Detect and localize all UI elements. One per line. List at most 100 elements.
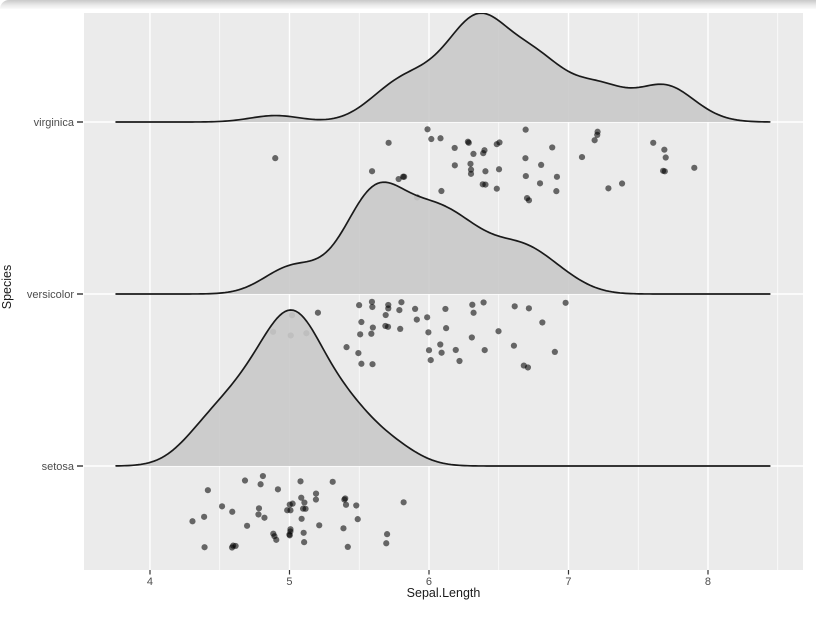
data-point	[442, 305, 449, 313]
data-point	[470, 309, 477, 316]
density-fill-virginica	[116, 13, 770, 123]
data-point	[424, 314, 431, 321]
data-point	[522, 172, 529, 180]
data-point	[312, 496, 320, 503]
data-point	[316, 522, 323, 529]
data-point	[412, 305, 419, 312]
data-point	[438, 349, 445, 356]
x-tick-label-7: 7	[565, 576, 571, 588]
data-point	[301, 499, 308, 506]
data-point	[312, 490, 320, 497]
data-point	[398, 299, 405, 306]
data-point	[425, 347, 433, 354]
data-point	[297, 478, 304, 485]
data-point	[525, 305, 533, 312]
data-point	[400, 499, 407, 506]
data-point	[368, 330, 375, 337]
data-point	[553, 173, 561, 180]
data-point	[273, 536, 280, 543]
y-tick-label-virginica: virginica	[34, 117, 75, 129]
data-point	[342, 495, 349, 502]
data-point	[437, 135, 444, 142]
data-point	[383, 531, 391, 538]
data-point	[300, 529, 307, 536]
data-point	[427, 357, 434, 364]
data-point	[201, 544, 208, 551]
data-point	[456, 357, 463, 365]
data-point	[691, 164, 698, 171]
data-point	[397, 325, 404, 332]
data-point	[201, 513, 208, 520]
x-tick-label-8: 8	[705, 576, 711, 588]
data-point	[553, 188, 560, 195]
data-point	[493, 185, 500, 192]
data-point	[298, 494, 305, 501]
y-tick-label-setosa: setosa	[42, 461, 75, 473]
data-point	[369, 324, 376, 331]
data-point	[189, 518, 196, 525]
data-point	[562, 299, 569, 306]
data-point	[301, 539, 308, 546]
data-point	[357, 331, 364, 338]
data-point	[482, 168, 489, 175]
x-tick-label-5: 5	[286, 576, 292, 588]
data-point	[661, 168, 668, 175]
data-point	[270, 530, 277, 537]
data-point	[464, 138, 472, 145]
data-point	[480, 299, 487, 306]
window-top-strip	[0, 0, 816, 9]
data-point	[413, 316, 420, 323]
data-point	[298, 515, 305, 522]
data-point	[482, 181, 489, 188]
data-point	[438, 187, 445, 195]
data-point	[536, 180, 544, 187]
data-point	[480, 150, 487, 157]
data-point	[520, 362, 527, 369]
data-point	[662, 154, 669, 161]
data-point	[468, 334, 475, 341]
data-point	[382, 311, 389, 319]
data-point	[539, 319, 546, 326]
points-virginica	[272, 126, 698, 204]
data-point	[510, 342, 518, 349]
data-point	[401, 173, 408, 180]
data-point	[650, 139, 657, 146]
data-point	[354, 516, 361, 523]
data-point	[538, 161, 545, 168]
data-point	[355, 350, 362, 357]
data-point	[618, 180, 626, 187]
data-point	[255, 505, 263, 512]
data-point	[470, 150, 477, 157]
data-point	[382, 322, 389, 330]
data-point	[452, 346, 459, 354]
data-point	[243, 522, 251, 529]
data-point	[385, 301, 392, 309]
data-point	[594, 128, 601, 135]
data-point	[358, 360, 365, 367]
data-point	[299, 505, 307, 512]
density-line-versicolor	[115, 181, 771, 295]
data-point	[343, 344, 350, 351]
data-point	[340, 525, 347, 532]
x-tick-label-4: 4	[147, 576, 153, 588]
data-point	[218, 503, 226, 510]
data-point	[495, 328, 502, 335]
data-point	[425, 329, 432, 336]
ridges-layer	[115, 13, 771, 551]
data-point	[356, 302, 363, 309]
data-point	[451, 144, 458, 152]
data-point	[289, 500, 296, 507]
data-point	[467, 160, 474, 167]
data-point	[344, 543, 351, 550]
data-point	[369, 303, 376, 311]
data-point	[229, 508, 236, 515]
data-point	[353, 502, 360, 509]
data-point	[368, 298, 376, 305]
data-point	[551, 348, 558, 355]
data-point	[369, 361, 376, 368]
data-point	[605, 185, 612, 192]
data-point	[443, 325, 450, 332]
data-point	[385, 139, 392, 146]
data-point	[661, 146, 668, 153]
